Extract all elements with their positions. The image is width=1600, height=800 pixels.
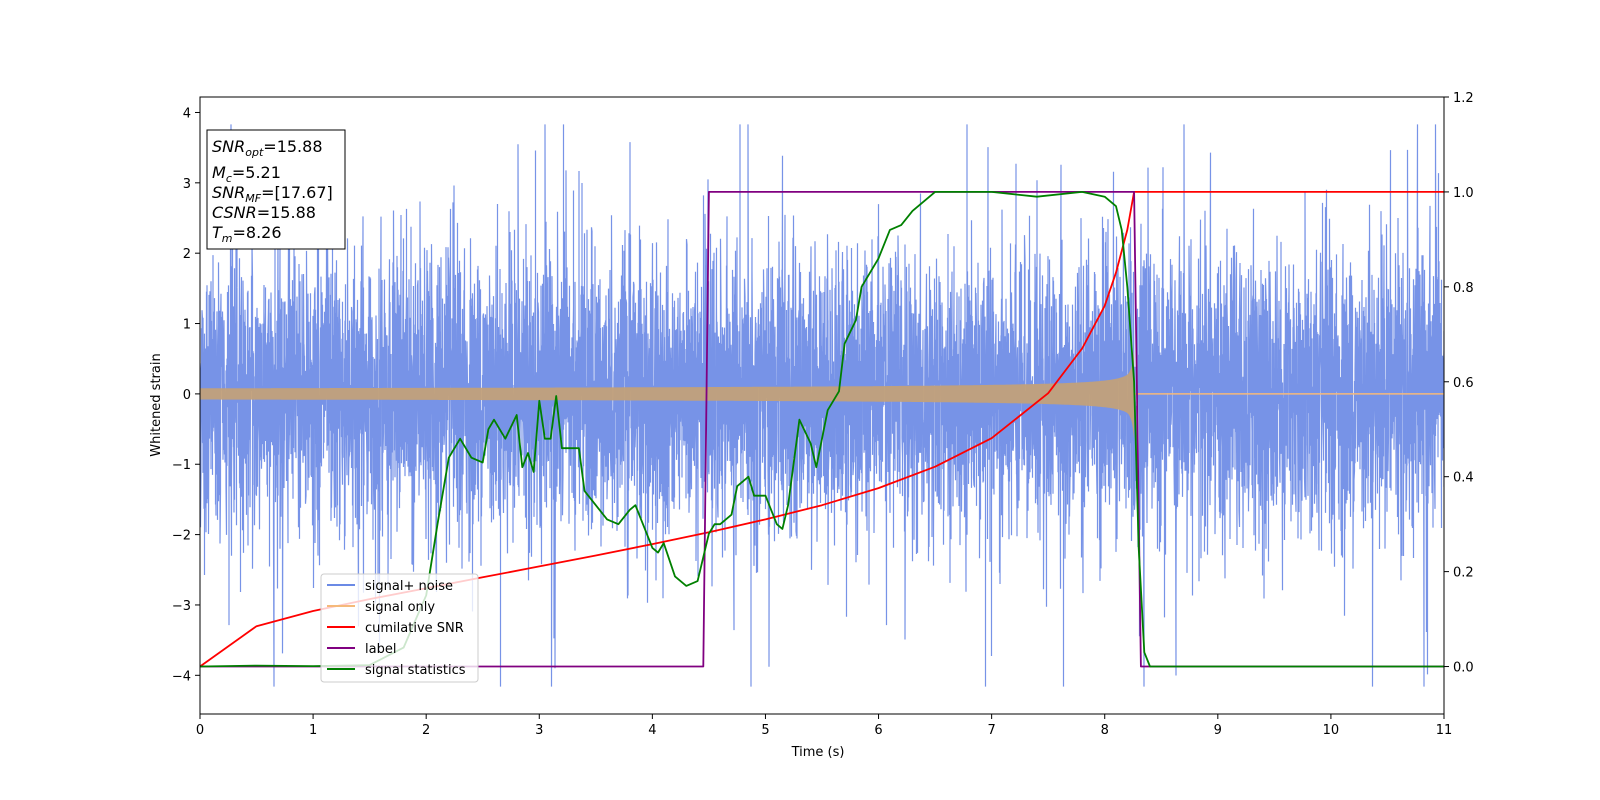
y-right-tick-label: 0.6 — [1453, 376, 1474, 391]
annotation-symbol: CSNR — [212, 203, 257, 222]
annotation-symbol: T — [212, 223, 223, 242]
plot-frame — [199, 96, 1445, 715]
x-tick-label: 7 — [987, 723, 995, 738]
series-signal-statistics — [200, 191, 1444, 668]
annotation-value: =[17.67] — [261, 183, 333, 202]
x-tick-label: 6 — [874, 723, 882, 738]
annotation-snr-mf: SNRMF=[17.67] — [212, 183, 333, 205]
x-tick-label: 8 — [1101, 723, 1109, 738]
annotation-symbol: SNR — [212, 137, 245, 156]
annotation-mc: Mc=5.21 — [212, 163, 281, 185]
annotation-symbol: M — [212, 163, 226, 182]
annotation-tm: Tm=8.26 — [212, 223, 282, 245]
y-right-tick-label: 0.0 — [1453, 661, 1474, 676]
y-left-tick-label: 1 — [183, 318, 191, 333]
y-left-tick-label: 4 — [183, 106, 191, 121]
y-left-tick-label: 3 — [183, 177, 191, 192]
annotation-csnr: CSNR=15.88 — [212, 203, 316, 222]
y-right-tick-label: 0.8 — [1453, 281, 1474, 296]
y-left-tick-label: 0 — [183, 388, 191, 403]
x-tick-label: 11 — [1436, 723, 1453, 738]
y-axis-label: Whitened strain — [149, 353, 164, 456]
y-axis-left: −4 −3 −2 −1 0 1 2 3 4 — [172, 106, 200, 684]
annotation-subscript: opt — [245, 146, 264, 159]
y-right-tick-label: 1.2 — [1453, 91, 1474, 106]
annotation-symbol: SNR — [212, 183, 245, 202]
y-right-tick-label: 0.2 — [1453, 566, 1474, 581]
legend-entry: signal statistics — [365, 663, 466, 678]
x-tick-label: 9 — [1214, 723, 1222, 738]
x-tick-label: 5 — [761, 723, 769, 738]
series-signal-only — [200, 349, 1134, 439]
legend-entry: signal+ noise — [365, 579, 453, 594]
legend: signal+ noise signal only cumilative SNR la… — [320, 573, 479, 683]
legend-entry: cumilative SNR — [365, 621, 464, 636]
series-signal-noise — [200, 124, 1444, 687]
y-left-tick-label: −4 — [172, 669, 191, 684]
x-tick-label: 10 — [1323, 723, 1340, 738]
x-tick-label: 2 — [422, 723, 430, 738]
y-right-tick-label: 0.4 — [1453, 471, 1474, 486]
annotation-value: =5.21 — [232, 163, 281, 182]
legend-entry: signal only — [365, 600, 435, 615]
x-tick-label: 4 — [648, 723, 656, 738]
legend-entry: label — [365, 642, 396, 657]
annotation-value: =15.88 — [257, 203, 316, 222]
x-tick-label: 0 — [196, 723, 204, 738]
annotation-box-frame — [206, 129, 346, 250]
y-right-tick-label: 1.0 — [1453, 186, 1474, 201]
y-axis-right: 0.0 0.2 0.4 0.6 0.8 1.0 1.2 — [1444, 91, 1474, 676]
annotation-subscript: c — [226, 172, 232, 185]
legend-frame — [320, 573, 479, 683]
y-left-tick-label: −3 — [172, 599, 191, 614]
x-axis-label: Time (s) — [791, 745, 845, 760]
annotation-box: SNRopt=15.88Mc=5.21SNRMF=[17.67]CSNR=15.… — [206, 129, 346, 250]
y-left-tick-label: −1 — [172, 458, 191, 473]
y-left-tick-label: −2 — [172, 529, 191, 544]
annotation-value: =8.26 — [233, 223, 282, 242]
annotation-subscript: MF — [245, 192, 261, 205]
x-tick-label: 1 — [309, 723, 317, 738]
annotation-subscript: m — [222, 232, 233, 245]
annotation-snr-opt: SNRopt=15.88 — [212, 137, 323, 159]
x-tick-label: 3 — [535, 723, 543, 738]
y-left-tick-label: 2 — [183, 247, 191, 262]
annotation-value: =15.88 — [263, 137, 322, 156]
x-axis: 0 1 2 3 4 5 6 7 8 9 10 11 — [196, 714, 1452, 738]
